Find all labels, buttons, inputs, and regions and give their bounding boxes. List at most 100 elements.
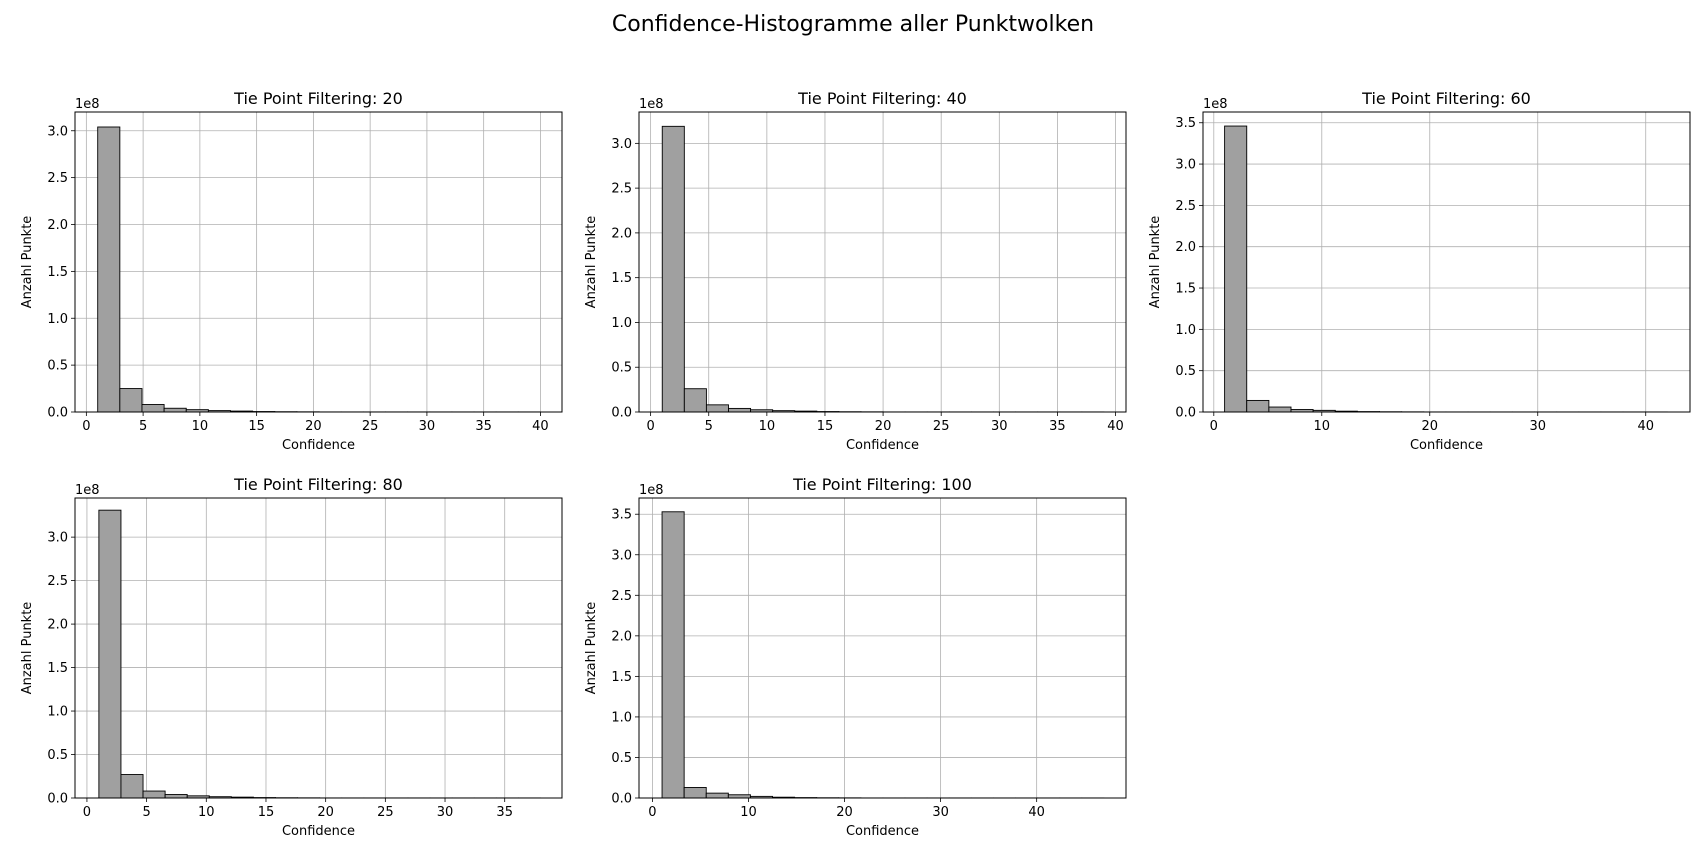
y-tick-label: 1.0	[1175, 323, 1196, 338]
histogram-panel-1: 0 5 10 15 20 25 30 35 40 0.0 0.5 1.0 1.5 2.0 2.5 3.0 1e8…	[20, 89, 563, 453]
x-tick-label: 35	[496, 805, 513, 820]
y-axis-label: Anzahl Punkte	[1148, 216, 1163, 309]
y-tick-label: 1.5	[47, 661, 68, 676]
axes-frame	[638, 497, 1127, 799]
x-tick-label: 30	[1529, 419, 1546, 434]
x-tick-label: 0	[646, 419, 654, 434]
x-tick-label: 20	[875, 419, 892, 434]
histogram-bar	[163, 407, 187, 413]
y-tick-label: 2.0	[47, 618, 68, 633]
x-tick-label: 0	[83, 805, 91, 820]
x-tick-label: 35	[1049, 419, 1066, 434]
x-tick-label: 20	[317, 805, 334, 820]
x-tick-label: 25	[377, 805, 394, 820]
y-tick-label: 0.0	[1175, 406, 1196, 421]
x-tick-label: 0	[648, 805, 656, 820]
y-tick-label: 1.0	[47, 705, 68, 720]
panel-title: Tie Point Filtering: 20	[233, 89, 403, 108]
axes-frame	[638, 111, 1127, 413]
histogram-panel-2: 0 5 10 15 20 25 30 35 40 0.0 0.5 1.0 1.5 2.0 2.5 3.0 1e8…	[584, 89, 1127, 453]
histogram-bar	[119, 388, 143, 413]
histogram-bar	[683, 787, 707, 799]
x-tick-label: 35	[475, 419, 492, 434]
x-tick-label: 40	[1107, 419, 1124, 434]
y-offset-label: 1e8	[639, 483, 664, 498]
histogram-panel-5: 0 10 20 30 40 0.0 0.5 1.0 1.5 2.0 2.5 3.0 3.5 1e8 Tie …	[584, 475, 1127, 839]
x-tick-label: 5	[705, 419, 713, 434]
y-tick-label: 2.0	[1175, 240, 1196, 255]
histogram-bar	[683, 388, 707, 413]
x-tick-label: 0	[82, 419, 90, 434]
axes-frame	[74, 497, 563, 799]
y-axis-label: Anzahl Punkte	[584, 216, 599, 309]
y-tick-label: 2.0	[47, 218, 68, 233]
y-tick-label: 0.5	[47, 748, 68, 763]
histogram-bar	[1268, 406, 1292, 413]
x-tick-label: 40	[1637, 419, 1654, 434]
x-tick-label: 10	[1314, 419, 1331, 434]
histogram-bar	[164, 794, 188, 799]
x-tick-label: 25	[933, 419, 950, 434]
y-tick-label: 2.5	[47, 574, 68, 589]
y-offset-label: 1e8	[639, 97, 664, 112]
histogram-bar	[98, 509, 122, 799]
figure-title: Confidence-Histogramme aller Punktwolken	[611, 12, 1095, 37]
y-tick-label: 3.0	[611, 548, 632, 563]
panel-title: Tie Point Filtering: 100	[792, 475, 972, 494]
x-tick-label: 5	[142, 805, 150, 820]
y-tick-label: 3.5	[611, 508, 632, 523]
y-tick-label: 1.0	[611, 316, 632, 331]
histogram-bar	[661, 511, 685, 799]
y-tick-label: 3.0	[611, 137, 632, 152]
x-tick-label: 30	[419, 419, 436, 434]
x-tick-label: 30	[991, 419, 1008, 434]
histogram-bar	[1246, 399, 1270, 413]
x-tick-label: 40	[1028, 805, 1045, 820]
x-tick-label: 20	[836, 805, 853, 820]
y-tick-label: 0.0	[611, 406, 632, 421]
y-tick-label: 3.0	[1175, 158, 1196, 173]
x-tick-label: 40	[532, 419, 549, 434]
x-axis-label: Confidence	[846, 438, 919, 453]
y-axis-label: Anzahl Punkte	[20, 216, 35, 309]
y-offset-label: 1e8	[75, 483, 100, 498]
x-tick-label: 20	[1421, 419, 1438, 434]
histogram-bar	[661, 125, 685, 413]
x-axis-label: Confidence	[846, 824, 919, 839]
x-tick-label: 10	[740, 805, 757, 820]
x-tick-label: 30	[932, 805, 949, 820]
y-tick-label: 2.0	[611, 629, 632, 644]
y-offset-label: 1e8	[75, 97, 100, 112]
panel-title: Tie Point Filtering: 60	[1361, 89, 1531, 108]
histogram-bar	[705, 404, 729, 413]
y-tick-label: 3.0	[47, 531, 68, 546]
histogram-bar	[97, 126, 121, 413]
histogram-bar	[120, 774, 144, 799]
y-tick-label: 0.5	[611, 361, 632, 376]
axes-frame	[74, 111, 563, 413]
y-tick-label: 1.0	[47, 312, 68, 327]
y-tick-label: 2.0	[611, 226, 632, 241]
x-tick-label: 15	[248, 419, 265, 434]
y-tick-label: 0.5	[47, 359, 68, 374]
histogram-panel-4: 0 5 10 15 20 25 30 35 0.0 0.5 1.0 1.5 2.0 2.5 3.0 1e8 Ti…	[20, 475, 563, 839]
y-tick-label: 0.0	[47, 406, 68, 421]
y-tick-label: 3.5	[1175, 116, 1196, 131]
y-tick-label: 2.5	[47, 171, 68, 186]
x-tick-label: 15	[258, 805, 275, 820]
y-tick-label: 0.5	[611, 751, 632, 766]
y-tick-label: 0.5	[1175, 364, 1196, 379]
y-tick-label: 0.0	[47, 792, 68, 807]
y-tick-label: 1.5	[1175, 282, 1196, 297]
x-tick-label: 20	[305, 419, 322, 434]
histogram-bar	[728, 407, 752, 413]
y-axis-label: Anzahl Punkte	[20, 602, 35, 695]
x-tick-label: 15	[817, 419, 834, 434]
y-axis-label: Anzahl Punkte	[584, 602, 599, 695]
histogram-panel-3: 0 10 20 30 40 0.0 0.5 1.0 1.5 2.0 2.5 3.0 3.5 1e8 Tie …	[1148, 89, 1691, 453]
y-tick-label: 2.5	[1175, 199, 1196, 214]
histogram-bar	[705, 792, 729, 799]
x-axis-label: Confidence	[1410, 438, 1483, 453]
axes-frame	[1202, 111, 1691, 413]
histogram-bar	[1224, 125, 1248, 413]
